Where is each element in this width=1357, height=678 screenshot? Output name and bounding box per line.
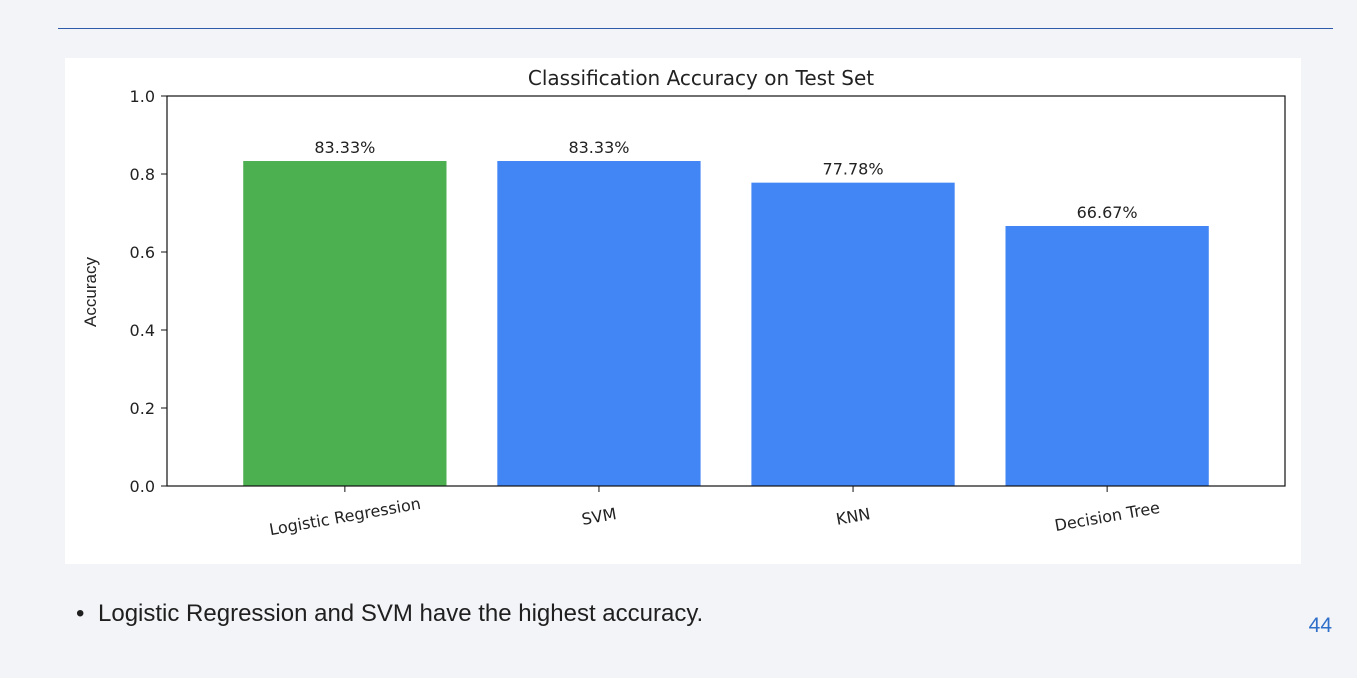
chart-panel: Classification Accuracy on Test Set Accu… [65, 58, 1301, 564]
y-tick-label: 0.4 [130, 321, 155, 340]
bar-decision-tree [1005, 225, 1209, 486]
data-label: 66.67% [1077, 203, 1138, 222]
accuracy-bar-chart: Classification Accuracy on Test Set Accu… [81, 66, 1286, 539]
data-labels-group: 83.33% 83.33% 77.78% 66.67% [314, 138, 1137, 222]
x-tick-label: Logistic Regression [268, 494, 422, 539]
bar-logistic-regression [243, 161, 447, 486]
bullet-item: • Logistic Regression and SVM have the hi… [76, 600, 703, 628]
data-label: 83.33% [568, 138, 629, 157]
y-ticks-group: 0.0 0.2 0.4 0.6 0.8 1.0 [130, 87, 167, 496]
x-tick-label: SVM [580, 504, 618, 529]
plot-frame [166, 95, 1286, 487]
y-tick-label: 0.0 [130, 477, 155, 496]
data-label: 77.78% [823, 160, 884, 179]
chart-title: Classification Accuracy on Test Set [528, 66, 874, 90]
data-label: 83.33% [314, 138, 375, 157]
page-number: 44 [1308, 614, 1332, 637]
x-tick-label: KNN [835, 504, 872, 529]
y-tick-label: 0.2 [130, 399, 155, 418]
bar-svm [497, 161, 701, 486]
bar-knn [751, 182, 955, 486]
y-tick-label: 1.0 [130, 87, 155, 106]
y-tick-label: 0.8 [130, 165, 155, 184]
y-axis-label: Accuracy [81, 257, 100, 327]
bars-group [243, 161, 1209, 486]
bullet-dot: • [76, 600, 85, 627]
bullet-text: Logistic Regression and SVM have the hig… [98, 600, 704, 627]
x-ticks-group: Logistic Regression SVM KNN Decision Tree [268, 486, 1161, 539]
x-tick-label: Decision Tree [1053, 498, 1161, 535]
y-tick-label: 0.6 [130, 243, 155, 262]
top-divider-line [58, 28, 1333, 29]
